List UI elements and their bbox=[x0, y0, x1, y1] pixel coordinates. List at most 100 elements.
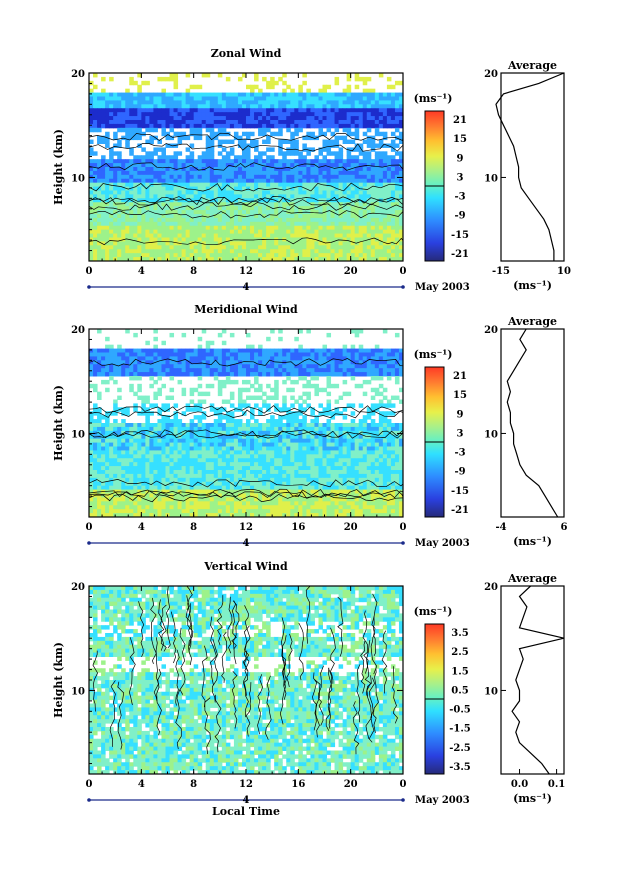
date-end-dot bbox=[401, 541, 405, 545]
wind-panel-1: Meridional Wind 0 4 8 12 16 20 0 4 May 2003 20 10 He… bbox=[52, 303, 568, 549]
x-tick-label: 16 bbox=[291, 266, 305, 277]
x-tick-label: 0 bbox=[86, 522, 93, 533]
panel-title: Vertical Wind bbox=[203, 560, 288, 573]
x-tick-label: 0 bbox=[400, 779, 407, 790]
colorbar-tick-label: -15 bbox=[451, 230, 469, 241]
date-label: 4 bbox=[243, 795, 250, 806]
wind-panel-0: Zonal Wind 0 4 8 12 16 20 0 4 May 2003 20 10 Height … bbox=[52, 47, 571, 293]
date-bar: 4 May 2003 bbox=[87, 795, 470, 806]
colorbar-tick-label: 21 bbox=[453, 115, 467, 126]
y-axis-label: Height (km) bbox=[52, 642, 65, 718]
y-axis-label: Height (km) bbox=[52, 129, 65, 205]
colorbar-tick-label: -21 bbox=[451, 505, 469, 516]
colorbar-tick-label: -15 bbox=[451, 486, 469, 497]
month-label: May 2003 bbox=[415, 282, 470, 293]
heatmap-field bbox=[89, 73, 404, 262]
x-tick-label: 4 bbox=[138, 266, 145, 277]
date-start-dot bbox=[87, 285, 91, 289]
x-axis: 0 4 8 12 16 20 0 bbox=[86, 586, 407, 790]
date-start-dot bbox=[87, 541, 91, 545]
average-x-tick-label: 0.1 bbox=[548, 779, 565, 790]
average-x-label: (ms⁻¹) bbox=[513, 792, 552, 805]
average-frame bbox=[500, 585, 565, 775]
colorbar-tick-label: -0.5 bbox=[449, 705, 471, 716]
average-y-tick-label: 20 bbox=[484, 582, 498, 593]
colorbar-tick-label: 21 bbox=[453, 371, 467, 382]
average-line bbox=[511, 585, 565, 775]
x-axis: 0 4 8 12 16 20 0 bbox=[86, 329, 407, 533]
colorbar-tick-label: 2.5 bbox=[451, 647, 468, 658]
contour-lines bbox=[88, 358, 404, 503]
average-y-tick-label: 10 bbox=[484, 429, 498, 440]
x-tick-label: 4 bbox=[138, 779, 145, 790]
average-frame bbox=[500, 72, 565, 262]
colorbar-units: (ms⁻¹) bbox=[414, 348, 453, 361]
date-end-dot bbox=[401, 798, 405, 802]
y-axis: 20 10 Height (km) bbox=[52, 69, 403, 262]
contour-lines bbox=[88, 132, 404, 246]
panel-title: Meridional Wind bbox=[194, 303, 298, 316]
average-x-tick-label: 6 bbox=[561, 522, 568, 533]
x-axis: 0 4 8 12 16 20 0 bbox=[86, 73, 407, 277]
date-end-dot bbox=[401, 285, 405, 289]
average-x-tick-label: 10 bbox=[557, 266, 571, 277]
x-tick-label: 8 bbox=[190, 779, 197, 790]
colorbar-tick-label: -3.5 bbox=[449, 762, 471, 773]
colorbar-tick-label: 9 bbox=[457, 153, 464, 164]
date-start-dot bbox=[87, 798, 91, 802]
month-label: May 2003 bbox=[415, 538, 470, 549]
average-title: Average bbox=[507, 315, 557, 328]
colorbar-tick-label: -3 bbox=[454, 192, 465, 203]
colorbar-units: (ms⁻¹) bbox=[414, 92, 453, 105]
wind-panel-2: Vertical Wind 0 4 8 12 16 20 0 4 May 2003 20 10 Heig… bbox=[52, 560, 565, 818]
average-profile: Average 20 10 -15 10 (ms⁻¹) bbox=[484, 59, 571, 292]
average-y-tick-label: 10 bbox=[484, 173, 498, 184]
average-y-tick-label: 10 bbox=[484, 686, 498, 697]
colorbar-tick-label: -9 bbox=[454, 467, 465, 478]
average-y-tick-label: 20 bbox=[484, 69, 498, 80]
colorbar-tick-label: 9 bbox=[457, 409, 464, 420]
average-x-label: (ms⁻¹) bbox=[513, 279, 552, 292]
y-tick-label: 20 bbox=[71, 582, 85, 593]
y-tick-label: 20 bbox=[71, 325, 85, 336]
average-line bbox=[495, 72, 565, 261]
average-title: Average bbox=[507, 59, 557, 72]
average-profile: Average 20 10 0.0 0.1 (ms⁻¹) bbox=[484, 572, 565, 805]
contour-lines bbox=[92, 585, 398, 755]
average-y-tick-label: 20 bbox=[484, 325, 498, 336]
average-x-tick-label: -15 bbox=[492, 266, 510, 277]
colorbar-tick-label: -3 bbox=[454, 448, 465, 459]
colorbar-tick-label: -9 bbox=[454, 211, 465, 222]
y-tick-label: 10 bbox=[71, 173, 85, 184]
colorbar-tick-label: 3 bbox=[457, 428, 464, 439]
average-line bbox=[506, 328, 559, 518]
y-axis: 20 10 Height (km) bbox=[52, 325, 403, 518]
y-tick-label: 10 bbox=[71, 429, 85, 440]
x-tick-label: 12 bbox=[239, 266, 253, 277]
colorbar-tick-label: 3 bbox=[457, 172, 464, 183]
y-axis-label: Height (km) bbox=[52, 385, 65, 461]
colorbar: (ms⁻¹)21 15 9 3 -3 -9 -15 -21 bbox=[414, 348, 469, 518]
colorbar-tick-label: 1.5 bbox=[451, 666, 468, 677]
x-tick-label: 12 bbox=[239, 522, 253, 533]
colorbar-tick-label: -2.5 bbox=[449, 743, 471, 754]
average-frame bbox=[500, 328, 565, 518]
x-tick-label: 0 bbox=[400, 522, 407, 533]
colorbar-tick-label: -21 bbox=[451, 249, 469, 260]
x-tick-label: 8 bbox=[190, 522, 197, 533]
x-tick-label: 20 bbox=[344, 779, 358, 790]
date-label: 4 bbox=[243, 538, 250, 549]
x-tick-label: 8 bbox=[190, 266, 197, 277]
y-tick-label: 10 bbox=[71, 686, 85, 697]
x-axis-label: Local Time bbox=[212, 805, 280, 818]
colorbar-units: (ms⁻¹) bbox=[414, 605, 453, 618]
average-x-tick-label: 0.0 bbox=[511, 779, 528, 790]
y-axis: 20 10 Height (km) bbox=[52, 582, 403, 775]
x-tick-label: 16 bbox=[291, 779, 305, 790]
date-label: 4 bbox=[243, 282, 250, 293]
colorbar-tick-label: 3.5 bbox=[451, 628, 468, 639]
average-x-tick-label: -4 bbox=[495, 522, 506, 533]
colorbar: (ms⁻¹) 3.5 2.5 1.5 0.5 -0.5 -1.5 -2.5 -3.5 bbox=[414, 605, 471, 775]
heatmap-field bbox=[89, 329, 404, 518]
